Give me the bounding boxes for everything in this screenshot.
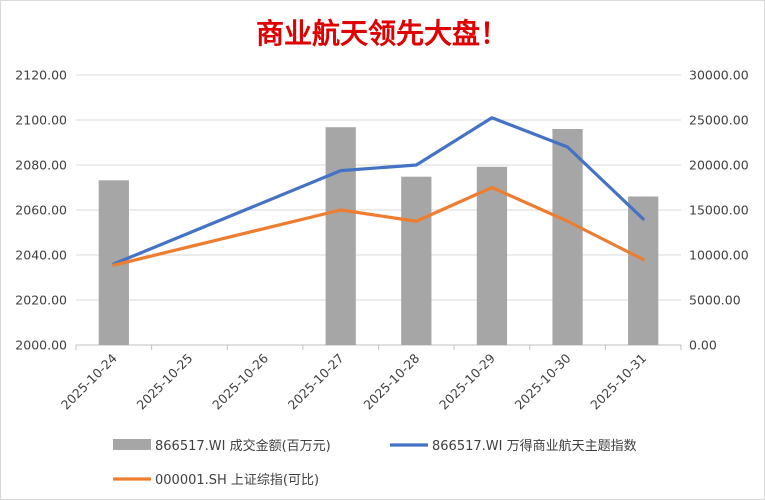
y-right-tick-label: 20000.00 — [689, 158, 749, 173]
legend-label: 866517.WI 万得商业航天主题指数 — [432, 438, 637, 454]
y-right-tick-label: 10000.00 — [689, 248, 749, 263]
y-right-tick-label: 15000.00 — [689, 203, 749, 218]
y-right-tick-label: 30000.00 — [689, 68, 749, 83]
y-right-tick-label: 0.00 — [689, 338, 717, 353]
y-left-tick-label: 2100.00 — [15, 113, 67, 128]
line-series-group — [112, 116, 645, 267]
volume-bar — [325, 127, 356, 345]
legend-label: 866517.WI 成交金额(百万元) — [155, 438, 331, 454]
y-left-tick-label: 2060.00 — [15, 203, 67, 218]
x-tick-label: 2025-10-29 — [436, 350, 498, 412]
x-tick-label: 2025-10-24 — [58, 350, 120, 412]
bar-series-volume — [98, 127, 659, 345]
x-tick-label: 2025-10-30 — [512, 350, 574, 412]
volume-bar — [476, 166, 508, 345]
index-line-866517 — [112, 116, 645, 266]
volume-bar — [552, 129, 583, 345]
y-right-tick-label: 25000.00 — [689, 113, 749, 128]
volume-bar — [628, 196, 659, 345]
y-left-tick-label: 2040.00 — [15, 248, 67, 263]
y-left-tick-label: 2020.00 — [15, 293, 67, 308]
legend-swatch-bar — [113, 439, 151, 450]
legend-label: 000001.SH 上证综指(可比) — [155, 473, 319, 488]
x-tick-label: 2025-10-25 — [134, 351, 196, 413]
chart-legend: 866517.WI 成交金额(百万元) 866517.WI 万得商业航天主题指数 0… — [113, 438, 637, 488]
y-right-tick-label: 5000.00 — [689, 293, 741, 308]
volume-bar — [401, 176, 432, 345]
y-left-tick-label: 2000.00 — [15, 338, 67, 353]
y-left-tick-label: 2120.00 — [15, 68, 67, 83]
x-tick-label: 2025-10-26 — [209, 350, 271, 412]
chart-title: 商业航天领先大盘！ — [256, 17, 508, 50]
gridlines — [76, 74, 681, 346]
index-line-000001 — [112, 185, 645, 267]
y-left-tick-label: 2080.00 — [15, 158, 67, 173]
x-tick-label: 2025-10-27 — [285, 351, 347, 413]
x-tick-label: 2025-10-28 — [360, 350, 422, 412]
x-tick-label: 2025-10-31 — [587, 351, 649, 413]
